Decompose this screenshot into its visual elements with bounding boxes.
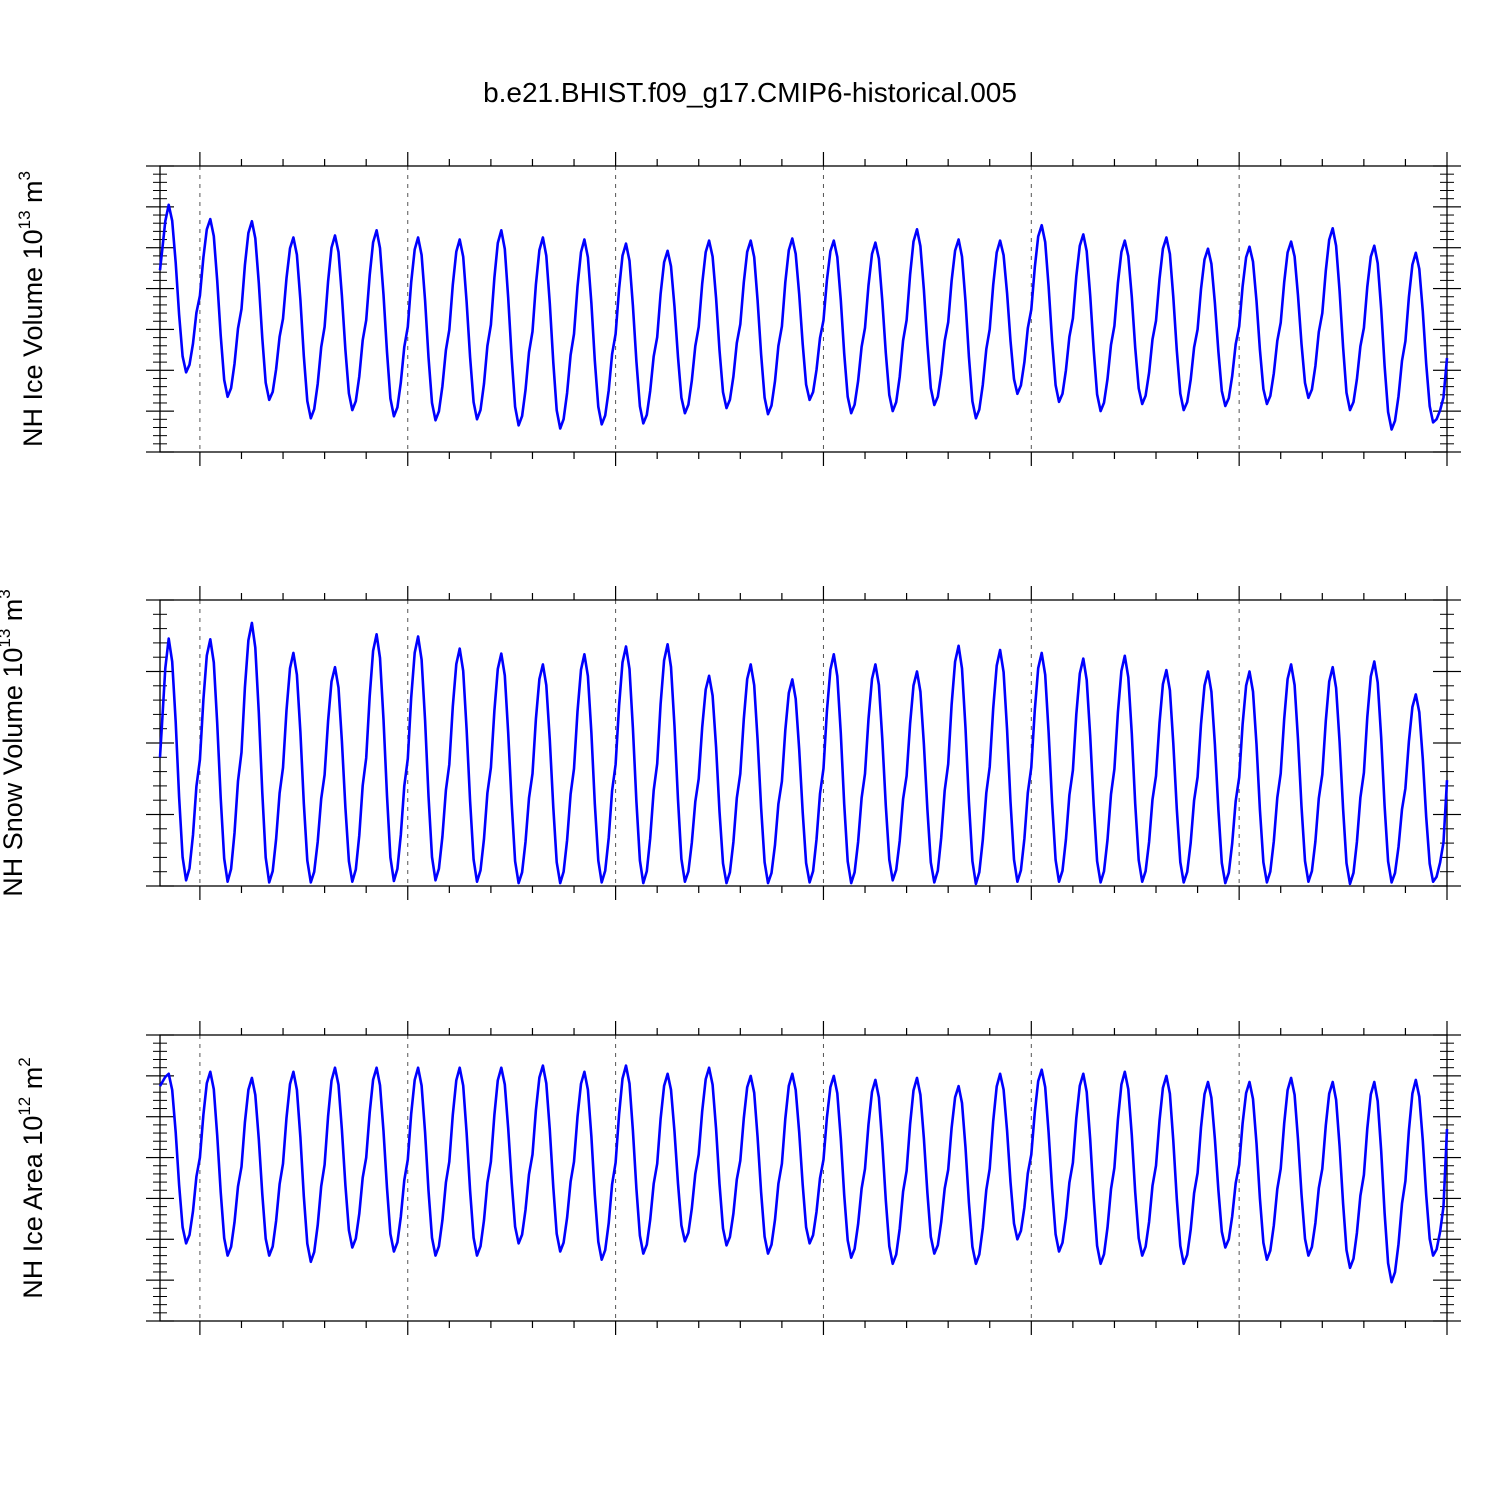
y-axis-label-main: NH Snow Volume 10 <box>0 648 28 897</box>
y-axis-label-main: NH Ice Area 10 <box>18 1116 48 1299</box>
y-axis-label-main: NH Ice Volume 10 <box>18 229 48 447</box>
y-axis-label-exponent: 13 <box>15 210 34 229</box>
y-axis-label: NH Ice Volume 1013 m3 <box>15 171 48 447</box>
figure-title: b.e21.BHIST.f09_g17.CMIP6-historical.005 <box>483 77 1017 108</box>
y-axis-label-unit-exponent: 3 <box>15 171 34 180</box>
y-axis-label-exponent: 13 <box>0 629 14 648</box>
y-axis-label-exponent: 12 <box>15 1097 34 1116</box>
y-axis-label: NH Ice Area 1012 m2 <box>15 1057 48 1298</box>
y-axis-label-unit: m <box>0 599 28 629</box>
y-axis-label: NH Snow Volume 1013 m3 <box>0 589 28 897</box>
plot-frame <box>159 165 1448 453</box>
y-axis-label-unit-exponent: 3 <box>0 589 14 598</box>
series-line <box>158 1064 1449 1284</box>
y-axis-label-unit: m <box>18 180 48 210</box>
panel-snow-volume: NH Snow Volume 1013 m3 <box>0 586 1461 900</box>
panel-ice-volume: NH Ice Volume 1013 m3 <box>15 152 1461 466</box>
y-axis-label-unit: m <box>18 1067 48 1097</box>
plot-frame <box>159 1034 1448 1322</box>
series-line <box>158 621 1449 886</box>
y-axis-label-unit-exponent: 2 <box>15 1057 34 1066</box>
panel-ice-area: NH Ice Area 1012 m2 <box>15 1021 1461 1335</box>
series-line <box>158 203 1449 431</box>
